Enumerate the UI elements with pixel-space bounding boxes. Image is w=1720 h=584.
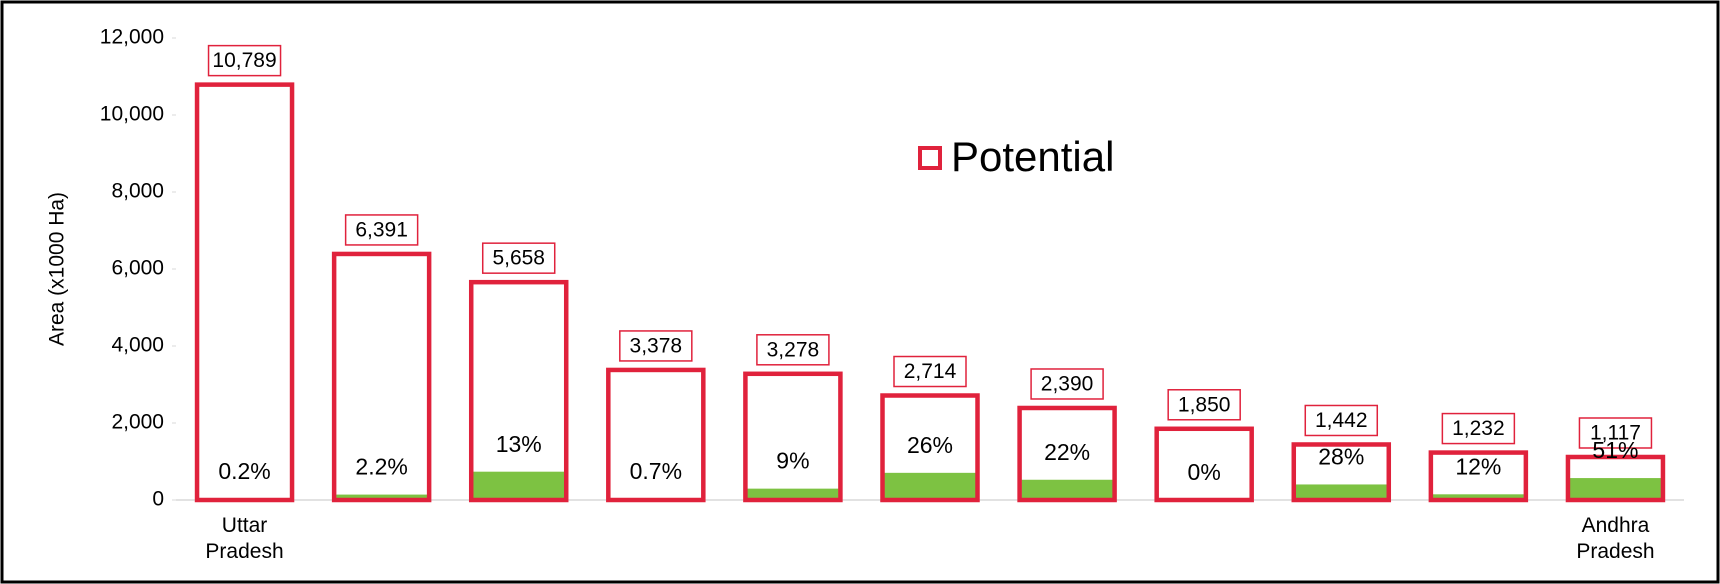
- share-bar: [1432, 494, 1524, 500]
- data-label: 3,278: [767, 338, 820, 361]
- bar: [743, 371, 843, 503]
- share-bar: [884, 472, 976, 500]
- data-label: 2,390: [1041, 373, 1094, 396]
- share-label: 2.2%: [355, 454, 407, 480]
- y-axis-label: Area (x1000 Ha): [46, 192, 69, 346]
- share-bar: [1569, 478, 1661, 500]
- share-label: 12%: [1455, 453, 1501, 479]
- data-label-box: [619, 330, 693, 362]
- data-label: 2,714: [904, 360, 957, 383]
- data-label-box: [207, 44, 282, 77]
- data-label-box: [1304, 404, 1379, 437]
- share-label: 51%: [1592, 437, 1638, 463]
- data-label: 1,232: [1452, 417, 1505, 440]
- bar: [1565, 454, 1666, 503]
- data-label-box: [1441, 412, 1516, 445]
- share-bar: [747, 488, 839, 500]
- data-label: 6,391: [355, 218, 408, 241]
- share-label: 22%: [1044, 439, 1090, 465]
- share-bar: [1021, 479, 1113, 500]
- data-label: 5,658: [492, 247, 545, 270]
- share-bar: [336, 494, 428, 500]
- share-label: 0.2%: [218, 458, 270, 484]
- bar: [880, 393, 980, 503]
- y-tick-label: 6,000: [111, 257, 164, 280]
- x-tick-label: Uttar Pradesh: [205, 514, 283, 563]
- y-tick-label: 8,000: [111, 180, 164, 203]
- bar: [606, 367, 706, 503]
- share-label: 28%: [1318, 444, 1364, 470]
- data-label-box: [481, 242, 556, 274]
- bar: [331, 251, 432, 503]
- bar: [194, 82, 295, 503]
- data-label: 1,850: [1178, 393, 1231, 416]
- data-label: 3,378: [630, 334, 683, 357]
- data-label: 1,117: [1590, 422, 1641, 445]
- bar: [1428, 450, 1529, 503]
- y-tick-label: 12,000: [100, 26, 164, 49]
- bar: [1017, 405, 1117, 503]
- bar: [1154, 426, 1254, 503]
- data-label: 10,789: [212, 49, 276, 72]
- data-label-box: [344, 214, 419, 246]
- share-bar: [473, 471, 565, 500]
- share-label: 0.7%: [630, 458, 682, 484]
- x-tick-label: Andhra Pradesh: [1576, 514, 1654, 563]
- share-bar: [1295, 484, 1387, 500]
- data-label-box: [1578, 417, 1653, 449]
- y-tick-label: 2,000: [111, 411, 164, 434]
- data-label: 1,442: [1315, 409, 1368, 432]
- y-tick-label: 10,000: [100, 103, 164, 126]
- data-label-box: [893, 355, 967, 388]
- legend-label: Potential: [951, 133, 1114, 180]
- legend-swatch: [918, 146, 942, 170]
- data-label-box: [756, 334, 830, 366]
- data-label-box: [1167, 389, 1241, 421]
- data-label-box: [1030, 368, 1104, 400]
- share-label: 26%: [907, 432, 953, 458]
- share-label: 0%: [1188, 459, 1221, 485]
- bar: [468, 279, 569, 503]
- y-tick-label: 4,000: [111, 334, 164, 357]
- bar: [1291, 442, 1392, 503]
- share-label: 13%: [496, 431, 542, 457]
- share-label: 9%: [776, 448, 809, 474]
- y-tick-label: 0: [152, 488, 164, 511]
